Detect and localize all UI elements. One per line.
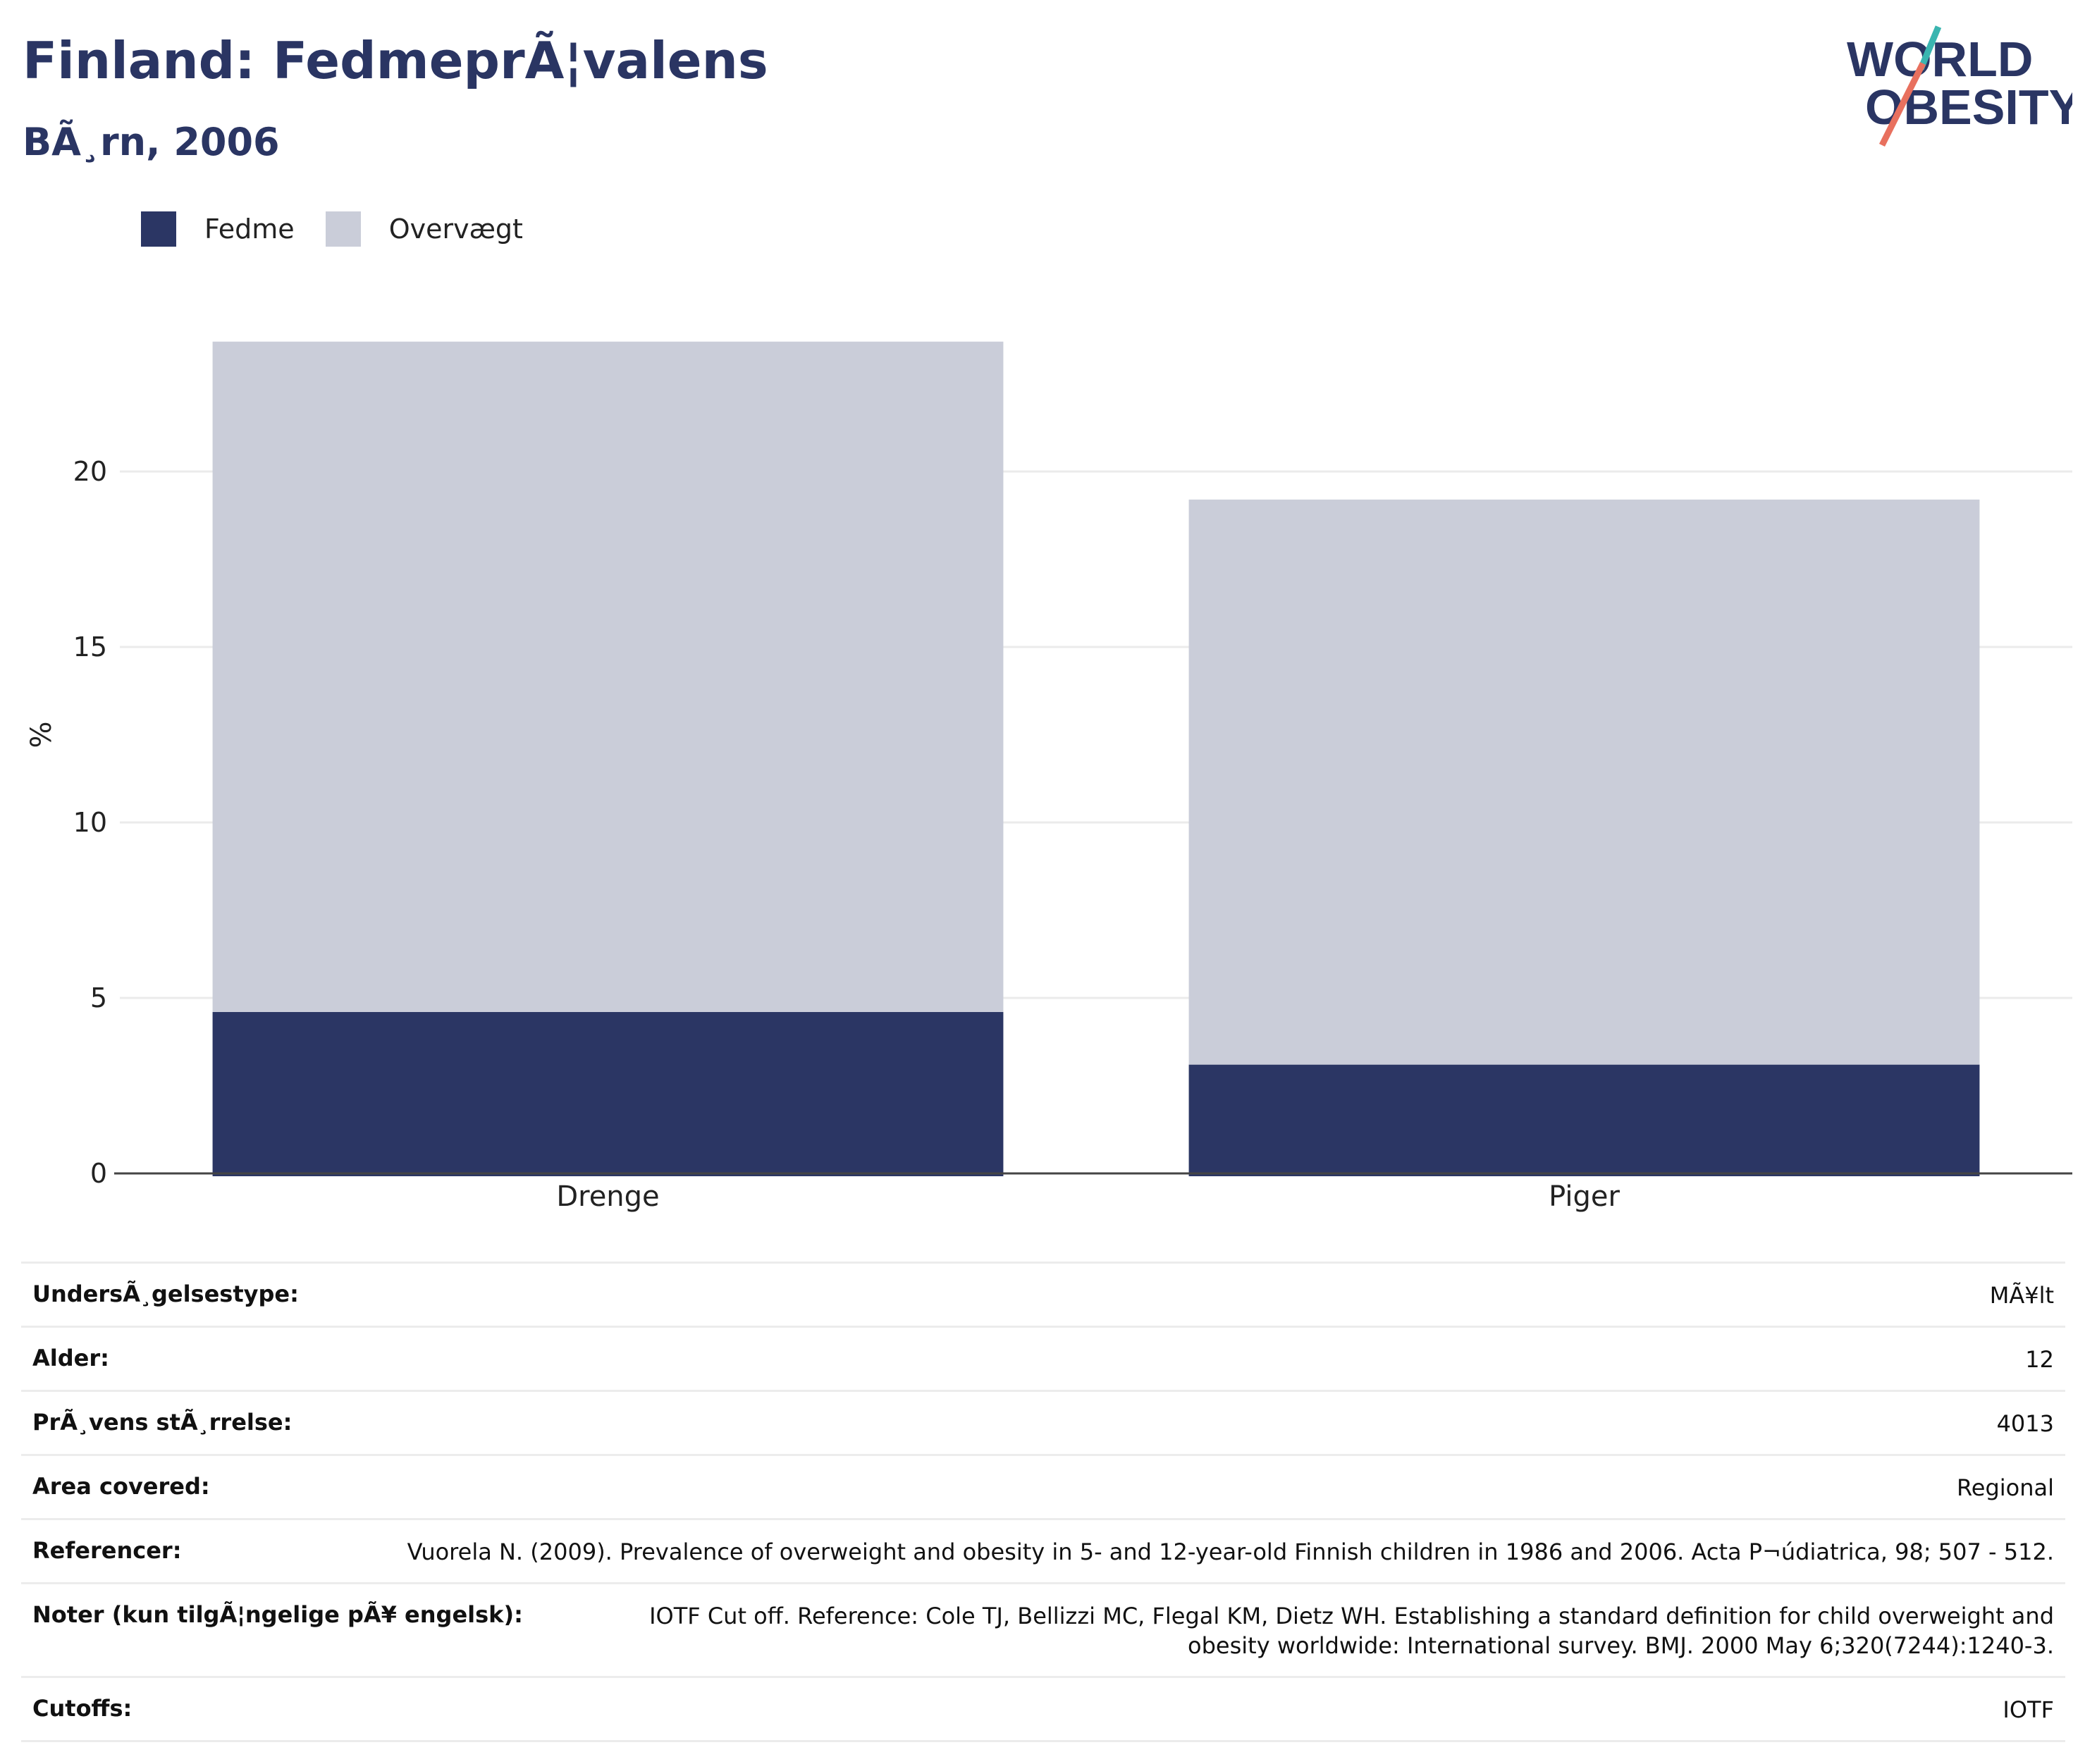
x-tick-label: Piger (1549, 1180, 1620, 1213)
legend-item-overvaegt[interactable]: Overvægt (325, 211, 523, 247)
legend-item-fedme[interactable]: Fedme (141, 211, 295, 247)
legend-label-fedme: Fedme (204, 214, 295, 245)
info-value: MÃ¥lt (1989, 1282, 2054, 1309)
legend-swatch-fedme (141, 211, 176, 247)
bar-chart: 0 5 10 15 20% Drenge Piger (25, 341, 2072, 1213)
world-obesity-logo: WORLD OBESITY (1833, 20, 2081, 154)
info-row-area: Area covered: Regional (21, 1456, 2065, 1520)
info-table: UndersÃ¸gelsestype: MÃ¥lt Alder: 12 PrÃ¸… (21, 1262, 2065, 1742)
info-row-sample-size: PrÃ¸vens stÃ¸rrelse: 4013 (21, 1392, 2065, 1456)
logo-slash-coral (1878, 61, 1926, 147)
y-tick-label: 20 (73, 456, 107, 487)
bar-overv-gt-piger (1188, 499, 1980, 1065)
info-value: 4013 (1996, 1410, 2054, 1437)
info-value: IOTF (2003, 1696, 2054, 1723)
info-label: Area covered: (32, 1473, 210, 1500)
chart-subtitle: BÃ¸rn, 2006 (23, 120, 280, 164)
info-label: UndersÃ¸gelsestype: (32, 1281, 299, 1307)
info-label: Referencer: (32, 1537, 182, 1564)
info-value: 12 (2025, 1346, 2054, 1373)
info-label: Noter (kun tilgÃ¦ngelige pÃ¥ engelsk): (32, 1601, 523, 1628)
info-label: Alder: (32, 1345, 109, 1371)
info-row-notes: Noter (kun tilgÃ¦ngelige pÃ¥ engelsk): I… (21, 1584, 2065, 1678)
logo-slash-teal (1917, 25, 1942, 70)
info-value: IOTF Cut off. Reference: Cole TJ, Belliz… (649, 1603, 2054, 1659)
chart-title: Finland: FedmeprÃ¦valens (23, 31, 768, 90)
chart-legend: Fedme Overvægt (141, 211, 554, 247)
legend-label-overvaegt: Overvægt (388, 214, 523, 245)
y-axis-label: % (25, 721, 58, 748)
info-row-age: Alder: 12 (21, 1328, 2065, 1392)
info-row-references: Referencer: Vuorela N. (2009). Prevalenc… (21, 1520, 2065, 1584)
info-value: Regional (1956, 1474, 2054, 1501)
info-label: Cutoffs: (32, 1695, 133, 1722)
info-value: Vuorela N. (2009). Prevalence of overwei… (407, 1538, 2054, 1565)
logo-line1: WORLD (1847, 32, 2033, 87)
bar-fedme-drenge (212, 1011, 1004, 1176)
legend-swatch-overvaegt (325, 211, 361, 247)
y-tick-label: 5 (90, 982, 107, 1013)
info-label: PrÃ¸vens stÃ¸rrelse: (32, 1409, 293, 1436)
bar-overv-gt-drenge (212, 341, 1004, 1012)
y-tick-label: 0 (90, 1158, 107, 1189)
bar-fedme-piger (1188, 1064, 1980, 1176)
info-row-cutoffs: Cutoffs: IOTF (21, 1678, 2065, 1742)
y-tick-label: 10 (73, 807, 107, 838)
info-row-survey-type: UndersÃ¸gelsestype: MÃ¥lt (21, 1264, 2065, 1328)
logo-line2: OBESITY (1865, 80, 2072, 135)
x-tick-label: Drenge (556, 1180, 659, 1213)
y-tick-label: 15 (73, 631, 107, 662)
